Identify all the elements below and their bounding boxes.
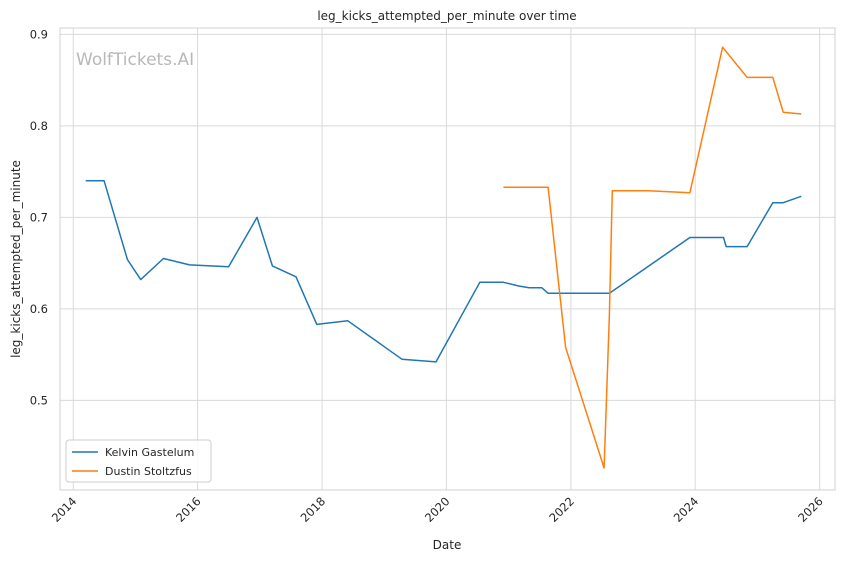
x-axis-title: Date xyxy=(433,538,462,552)
grid-lines xyxy=(60,28,835,490)
chart-title: leg_kicks_attempted_per_minute over time xyxy=(317,9,576,23)
legend-label-dustin-stoltzfus: Dustin Stoltzfus xyxy=(105,465,192,478)
y-tick-label: 0.5 xyxy=(30,393,48,407)
y-axis-title: leg_kicks_attempted_per_minute xyxy=(9,160,23,358)
series-line-kelvin-gastelum xyxy=(85,180,802,363)
y-tick-label: 0.6 xyxy=(30,302,48,316)
watermark: WolfTickets.AI xyxy=(76,50,194,70)
legend-box xyxy=(65,439,212,483)
y-tick-label: 0.9 xyxy=(30,27,48,41)
y-axis-ticks: 0.5 0.6 0.7 0.8 0.9 xyxy=(30,27,48,407)
legend-label-kelvin-gastelum: Kelvin Gastelum xyxy=(105,446,194,459)
legend: Kelvin Gastelum Dustin Stoltzfus xyxy=(65,439,212,483)
series-line-dustin-stoltzfus xyxy=(503,46,802,469)
plot-area-border xyxy=(59,27,836,491)
series-lines xyxy=(85,46,802,469)
y-tick-label: 0.7 xyxy=(30,210,48,224)
y-tick-label: 0.8 xyxy=(30,119,48,133)
